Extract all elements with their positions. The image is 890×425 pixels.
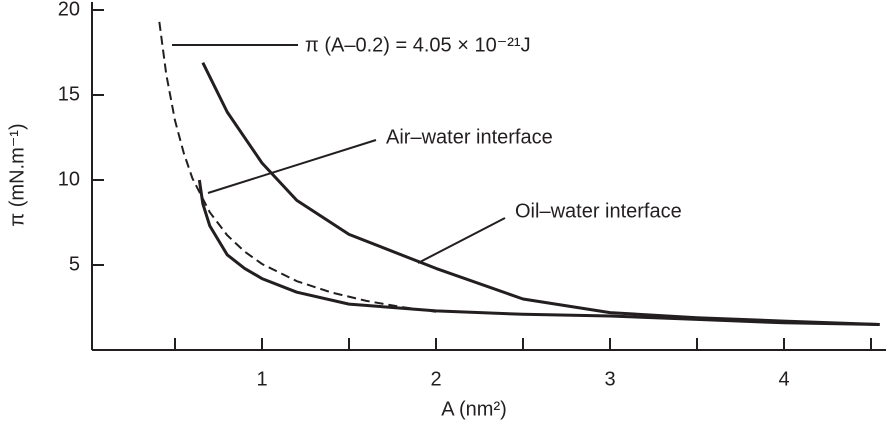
series-line <box>158 21 437 313</box>
leader-line <box>207 139 377 194</box>
y-tick-label: 10 <box>58 168 80 190</box>
x-tick-label: 3 <box>604 368 615 390</box>
series-label: Air–water interface <box>386 126 553 148</box>
y-tick-label: 5 <box>69 253 80 275</box>
y-axis-label: π (mN.m⁻¹) <box>6 123 28 226</box>
leader-line <box>417 217 506 264</box>
x-tick-label: 2 <box>430 368 441 390</box>
annotation: π (A–0.2) = 4.05 × 10⁻²¹J <box>305 34 531 56</box>
y-tick-label: 15 <box>58 83 80 105</box>
x-axis-label: A (nm²) <box>441 398 507 420</box>
x-tick-label: 1 <box>256 368 267 390</box>
series-line <box>201 62 880 326</box>
series-label: Oil–water interface <box>515 200 682 222</box>
x-tick-label: 4 <box>778 368 789 390</box>
series-line <box>197 179 880 326</box>
y-tick-label: 20 <box>58 0 80 20</box>
